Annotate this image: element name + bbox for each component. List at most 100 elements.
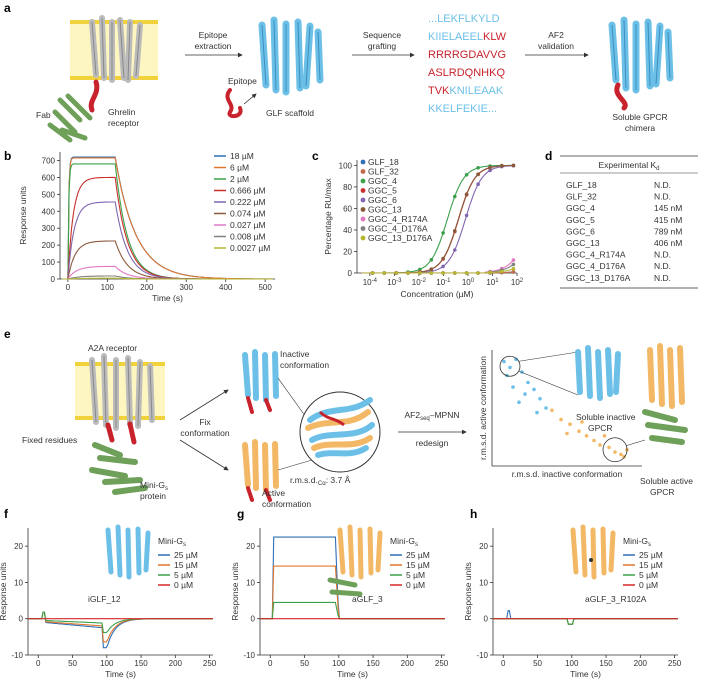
y-tick-label: 40 — [343, 226, 352, 235]
data-point — [488, 168, 492, 173]
chart-b: 0 100 200 300 400 500 0 100 200 300 400 500 600 700 Ti… — [18, 151, 275, 303]
x-tick-label: 200 — [401, 659, 415, 668]
data-point — [511, 258, 516, 262]
mutation-site — [589, 558, 593, 562]
legend-marker — [360, 169, 366, 174]
y-tick-label: 80 — [343, 183, 352, 192]
x-tick-label: 50 — [68, 659, 77, 668]
soluble-active-line1: Soluble active — [640, 476, 693, 486]
zoom-line-active — [625, 439, 646, 447]
scatter-point — [559, 417, 563, 422]
panel-label-g: g — [237, 507, 244, 521]
x-tick-label: 10-3 — [387, 278, 402, 287]
a2a-receptor-structure — [89, 353, 155, 445]
inactive-conformation-structure — [242, 349, 279, 414]
epitope-structure — [225, 88, 243, 119]
legend-label: 0 µM — [174, 580, 193, 590]
x-tick-label: 100 — [101, 283, 115, 292]
panel-label-f: f — [4, 507, 9, 521]
x-tick-label: 250 — [203, 659, 217, 668]
soluble-chimera-structure — [608, 16, 674, 111]
y-tick-label: 300 — [42, 224, 56, 233]
legend-label: 0.008 µM — [230, 232, 266, 242]
y-tick-label: 10 — [479, 578, 488, 587]
scatter-point — [584, 434, 589, 438]
data-point — [476, 182, 480, 186]
y-tick-label: -10 — [476, 651, 488, 660]
scatter-point — [517, 400, 521, 405]
scatter-point — [607, 445, 611, 450]
seq-line-3: RRRRGDAVVG — [428, 49, 506, 61]
redesign-label: redesign — [416, 438, 449, 448]
inactive-conformation-line1: Inactive — [280, 349, 310, 359]
table-cell-kd: N.D. — [654, 261, 671, 271]
legend-label: GLF_18 — [368, 157, 399, 167]
soluble-gpcr-label-2: chimera — [625, 123, 656, 133]
legend-label: 0.027 µM — [230, 220, 266, 230]
y-tick-label: -10 — [243, 651, 255, 660]
scatter-point — [602, 434, 607, 438]
legend-marker — [360, 178, 366, 184]
sequence-grafting-line1: Sequence — [363, 30, 402, 40]
scatter-point — [508, 365, 512, 370]
x-axis-label: r.m.s.d. inactive conformation — [512, 469, 623, 479]
data-point — [429, 258, 434, 262]
legend-marker — [360, 216, 366, 222]
scatter-point — [592, 438, 596, 443]
table-cell-name: GGC_4_D176A — [566, 261, 626, 271]
y-axis-label: Response units — [0, 562, 8, 621]
data-point — [453, 229, 457, 233]
y-axis-label: Response units — [18, 186, 28, 245]
table-cell-kd: 406 nM — [654, 238, 682, 248]
scatter-point — [619, 452, 623, 457]
scatter-point — [538, 396, 542, 401]
y-tick-label: 20 — [246, 542, 255, 551]
chart-f: 0 50 100 150 200 250 -10 0 10 20 Time (s) Response … — [0, 524, 217, 679]
series-line — [493, 618, 678, 625]
mini-gs-bound — [327, 577, 363, 597]
table-header: Experimental Kd — [599, 160, 660, 172]
x-tick-label: 200 — [169, 659, 183, 668]
panel-label-c: c — [312, 149, 319, 163]
af2-label: AF2 — [548, 30, 564, 40]
legend-title: Mini-Gs — [158, 536, 186, 548]
fix-conformation-line2: conformation — [180, 428, 229, 438]
legend-title: Mini-Gs — [623, 536, 651, 548]
data-point — [394, 271, 399, 275]
legend-marker — [360, 188, 366, 193]
data-point — [476, 271, 480, 275]
legend-label: 2 µM — [230, 174, 249, 184]
protein-name: iGLF_12 — [88, 594, 121, 604]
y-tick-label: 100 — [339, 161, 353, 170]
table-cell-kd: N.D. — [654, 180, 671, 190]
fix-conformation-line1: Fix — [199, 417, 211, 427]
y-axis-label: Percentage RU/max — [323, 177, 333, 254]
arrow-active — [179, 439, 229, 471]
data-point — [418, 271, 422, 275]
y-tick-label: 10 — [246, 578, 255, 587]
seq-line-6: KKELFEKIE... — [428, 103, 497, 115]
glf-scaffold-structure — [258, 16, 324, 96]
table-cell-name: GGC_5 — [566, 215, 595, 225]
series-line — [493, 618, 678, 625]
legend-label: 0 µM — [406, 580, 425, 590]
scatter-point — [523, 392, 527, 396]
data-point — [464, 213, 469, 218]
scatter-point — [514, 357, 518, 362]
data-point — [453, 271, 457, 275]
x-tick-label: 100 — [100, 659, 114, 668]
scatter-point — [568, 422, 572, 427]
x-tick-label: 0 — [66, 283, 71, 292]
y-tick-label: -10 — [11, 651, 23, 660]
scatter-point — [598, 443, 602, 447]
data-point — [511, 163, 516, 168]
validation-label: validation — [538, 41, 574, 51]
soluble-inactive-line1: Soluble inactive — [576, 412, 636, 422]
panel-label-b: b — [4, 149, 11, 163]
x-tick-label: 101 — [486, 278, 499, 287]
data-point — [464, 173, 469, 177]
legend-label: 0.222 µM — [230, 197, 266, 207]
x-tick-label: 250 — [435, 659, 449, 668]
y-tick-label: 0 — [19, 615, 24, 624]
